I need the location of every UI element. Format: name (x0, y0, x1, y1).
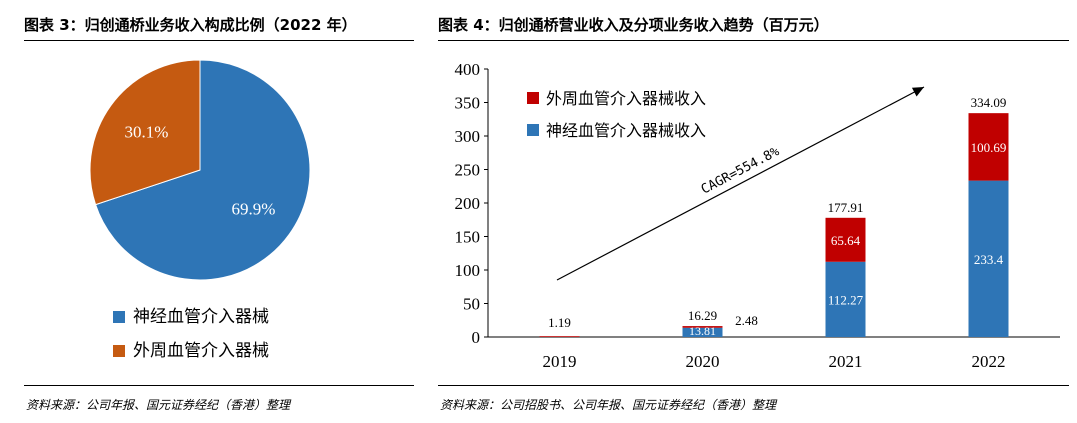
cagr-annotation: CAGR=554.8% (699, 144, 782, 197)
y-tick-label: 200 (455, 194, 481, 213)
bar-total-label: 177.91 (828, 200, 864, 215)
legend-swatch (113, 311, 125, 323)
bar-total-label: 334.09 (971, 95, 1007, 110)
bar-peripheral (682, 326, 723, 328)
legend-swatch (527, 92, 539, 104)
bar-value-label-peripheral: 2.48 (735, 313, 758, 328)
x-tick-label: 2022 (972, 352, 1006, 371)
title-rule (24, 40, 414, 41)
legend-label: 神经血管介入器械 (133, 307, 269, 327)
source-rule (24, 385, 414, 386)
source-rule (438, 385, 1069, 386)
stacked-bar-chart: 0 50 100 150 200 250 300 350 400 2019 1.19 2020 16.2… (455, 60, 1060, 371)
bar-figure-title: 图表 4：归创通桥营业收入及分项业务收入趋势（百万元） (438, 16, 829, 34)
y-tick-label: 400 (455, 60, 481, 79)
legend-label: 外周血管介入器械收入 (546, 89, 706, 108)
bar-value-label-neuro: 233.4 (974, 252, 1004, 267)
bar-source-note: 资料来源：公司招股书、公司年报、国元证券经纪（香港）整理 (440, 398, 777, 412)
pie-source-note: 资料来源：公司年报、国元证券经纪（香港）整理 (26, 398, 291, 412)
y-tick-label: 150 (455, 228, 481, 247)
x-tick-label: 2021 (829, 352, 863, 371)
y-tick-label: 0 (472, 328, 481, 347)
y-tick-label: 300 (455, 127, 481, 146)
pie-figure-title: 图表 3：归创通桥业务收入构成比例（2022 年） (24, 16, 357, 34)
pie-figure: 图表 3：归创通桥业务收入构成比例（2022 年） 69.9% 30.1% 神经血管… (0, 0, 414, 423)
bar-value-label-neuro: 13.81 (689, 324, 716, 338)
x-tick-label: 2020 (686, 352, 720, 371)
bar-neurovascular (825, 261, 866, 337)
legend-swatch (113, 345, 125, 357)
y-tick-label: 250 (455, 161, 481, 180)
cagr-arrow-line (556, 86, 925, 281)
cagr-arrow-head (911, 87, 924, 97)
y-tick-label: 50 (463, 295, 480, 314)
pie-slice-1 (94, 59, 311, 281)
bar-peripheral (825, 217, 866, 262)
title-rule (438, 40, 1069, 41)
bar-total-label: 16.29 (688, 308, 717, 323)
legend-label: 神经血管介入器械收入 (546, 121, 706, 140)
x-tick-label: 2019 (543, 352, 577, 371)
bar-value-label-peripheral: 100.69 (971, 140, 1007, 155)
bar-neurovascular (968, 180, 1009, 337)
bar-neurovascular (682, 327, 723, 337)
bar-value-label-neuro: 112.27 (828, 292, 864, 307)
pie-slice-2 (89, 59, 201, 206)
bar-figure: 图表 4：归创通桥营业收入及分项业务收入趋势（百万元） 0 50 100 150 200… (430, 0, 1077, 423)
bar-peripheral (968, 113, 1009, 181)
y-tick-label: 100 (455, 261, 481, 280)
cagr-arrow (556, 86, 925, 281)
legend-swatch (527, 124, 539, 136)
y-tick-label: 350 (455, 94, 481, 113)
bar-value-label-peripheral: 65.64 (831, 233, 861, 248)
pie-slice-label: 69.9% (232, 200, 276, 219)
pie-slice-label: 30.1% (125, 122, 169, 141)
bar-peripheral (539, 336, 580, 337)
bar-total-label: 1.19 (548, 315, 571, 330)
legend-label: 外周血管介入器械 (133, 341, 269, 361)
